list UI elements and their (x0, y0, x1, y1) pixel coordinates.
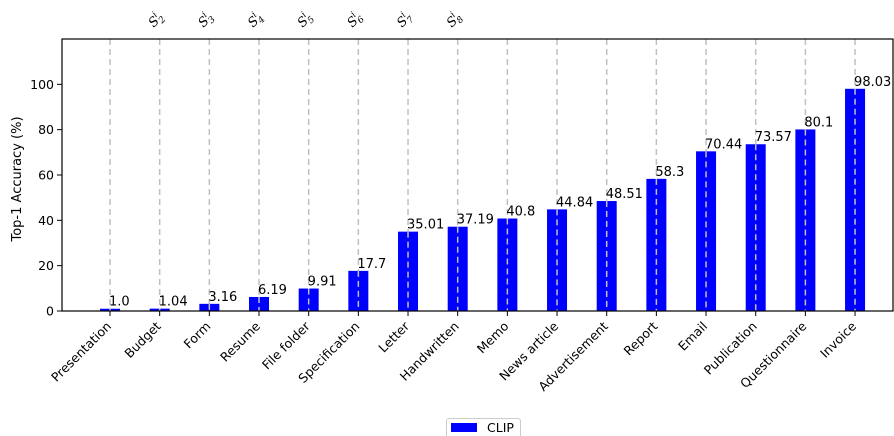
top-annotation: Si8 (442, 8, 466, 32)
bar-resume (249, 296, 270, 311)
x-tick-label: Invoice (817, 318, 859, 360)
x-tick-label: Form (181, 319, 214, 352)
annotation-text: Si4 (244, 8, 268, 32)
data-label: 37.19 (457, 213, 494, 228)
data-label: 6.19 (258, 283, 287, 298)
x-tick-label: Resume (217, 318, 263, 364)
data-label: 70.44 (705, 137, 742, 152)
annotation-text: Si2 (144, 8, 168, 32)
data-label: 44.84 (556, 195, 593, 210)
top-annotation: Si6 (343, 8, 367, 32)
annotation-text: Si5 (293, 8, 317, 32)
annotation-text: Si6 (343, 8, 367, 32)
data-label: 1.04 (159, 295, 188, 310)
data-label: 9.91 (308, 275, 337, 290)
data-label: 1.0 (109, 295, 130, 310)
data-label: 80.1 (804, 115, 833, 130)
x-tick-label: Memo (474, 319, 512, 357)
y-tick-label: 100 (30, 77, 54, 92)
data-label: 58.3 (655, 165, 684, 180)
top-annotation: Si5 (293, 8, 317, 32)
y-axis: 0 20 40 60 80 100 (30, 77, 62, 319)
data-label: 40.8 (506, 205, 535, 220)
reference-lines (109, 39, 856, 311)
top-annotation: Si4 (244, 8, 268, 32)
bar-memo (497, 218, 518, 311)
y-axis-title: Top-1 Accuracy (%) (10, 116, 25, 242)
annotation-text: Si3 (194, 8, 218, 32)
y-tick-label: 80 (38, 122, 54, 137)
legend: CLIP (446, 418, 521, 436)
legend-swatch-clip (451, 423, 477, 432)
data-label: 73.57 (755, 130, 792, 145)
bar-letter (398, 231, 419, 311)
annotation-text: Si7 (393, 8, 417, 32)
plot-frame (61, 38, 894, 312)
data-label: 17.7 (357, 257, 386, 272)
bar-report (646, 178, 667, 311)
x-tick-label: Presentation (48, 319, 114, 385)
y-tick-label: 40 (38, 213, 54, 228)
x-tick-label: Letter (375, 318, 412, 355)
top-annotations: Si2 Si3 Si4 Si5 Si6 Si7 Si8 (144, 8, 467, 32)
x-tick-label: Email (675, 319, 710, 354)
bar-email (696, 151, 717, 311)
data-label: 3.16 (208, 290, 237, 305)
data-label: 48.51 (606, 187, 643, 202)
top-annotation: Si7 (393, 8, 417, 32)
data-labels: 1.0 1.04 3.16 6.19 9.91 17.7 35.01 37.19 40.8 44.… (109, 75, 891, 310)
data-label: 35.01 (407, 218, 444, 233)
data-label: 98.03 (854, 75, 891, 90)
legend-label-clip: CLIP (487, 420, 514, 435)
annotation-text: Si8 (442, 8, 466, 32)
x-tick-label: Report (621, 318, 661, 358)
y-tick-label: 60 (38, 168, 54, 183)
top-annotation: Si3 (194, 8, 218, 32)
y-tick-label: 20 (38, 258, 54, 273)
x-tick-label: Budget (121, 318, 163, 360)
top-annotation: Si2 (144, 8, 168, 32)
bars (100, 88, 866, 311)
y-tick-label: 0 (46, 304, 54, 319)
